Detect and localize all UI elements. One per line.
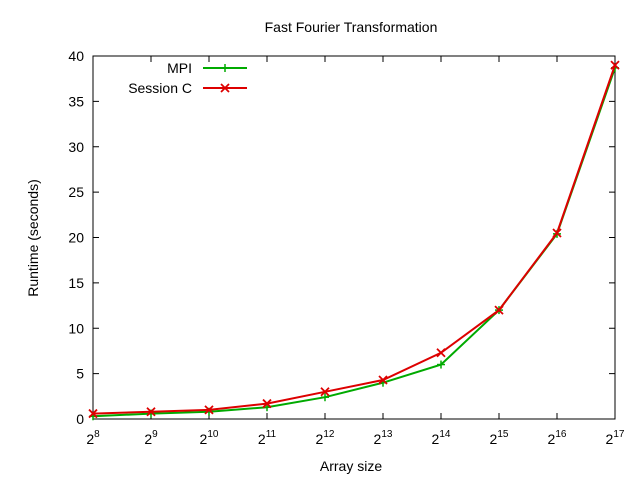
x-axis: 28 29 210 211 212 213 214 215 216 217: [86, 56, 625, 447]
y-tick-label: 25: [68, 184, 84, 200]
series-layer: [88, 60, 620, 421]
chart-title: Fast Fourier Transformation: [265, 19, 438, 35]
plot-frame: [92, 55, 616, 420]
y-tick-label: 30: [68, 139, 84, 155]
y-axis-label: Runtime (seconds): [25, 179, 41, 297]
data-point-mpi: [321, 393, 329, 402]
data-point-session-c: [494, 305, 504, 315]
x-tick-label: 215: [490, 429, 509, 447]
y-tick-label: 40: [68, 48, 84, 64]
y-tick-label: 15: [68, 275, 84, 291]
x-tick-label: 211: [258, 429, 277, 447]
y-tick-label: 35: [68, 93, 84, 109]
y-tick-label: 0: [76, 411, 84, 427]
data-point-session-c: [146, 407, 156, 417]
x-axis-label: Array size: [320, 458, 382, 474]
legend-marker-mpi: [221, 64, 229, 72]
series-line-session-c: [92, 64, 616, 415]
legend: MPI Session C: [128, 60, 247, 96]
x-tick-label: 29: [144, 429, 158, 447]
data-point-session-c: [88, 408, 98, 419]
y-tick-label: 5: [76, 366, 84, 382]
legend-label-session-c: Session C: [128, 80, 192, 96]
x-tick-label: 212: [316, 429, 335, 447]
legend-marker-session-c: [220, 83, 230, 93]
y-axis: 0 5 10 15 20 25 30 35 40: [68, 48, 615, 427]
x-tick-label: 217: [606, 429, 625, 447]
data-point-session-c: [552, 228, 562, 238]
x-tick-label: 210: [200, 429, 219, 447]
data-point-session-c: [262, 398, 272, 409]
y-tick-label: 20: [68, 230, 84, 246]
data-point-session-c: [610, 60, 620, 70]
data-point-session-c: [320, 387, 330, 397]
data-point-mpi: [437, 360, 445, 369]
data-point-session-c: [204, 405, 214, 415]
data-point-session-c: [378, 375, 388, 385]
data-point-session-c: [436, 348, 446, 358]
series-line-mpi: [92, 67, 616, 418]
x-tick-label: 28: [86, 429, 100, 447]
y-tick-label: 10: [68, 320, 84, 336]
x-tick-label: 214: [432, 429, 451, 447]
legend-label-mpi: MPI: [167, 60, 192, 76]
x-tick-label: 216: [548, 429, 567, 447]
x-tick-label: 213: [374, 429, 393, 447]
